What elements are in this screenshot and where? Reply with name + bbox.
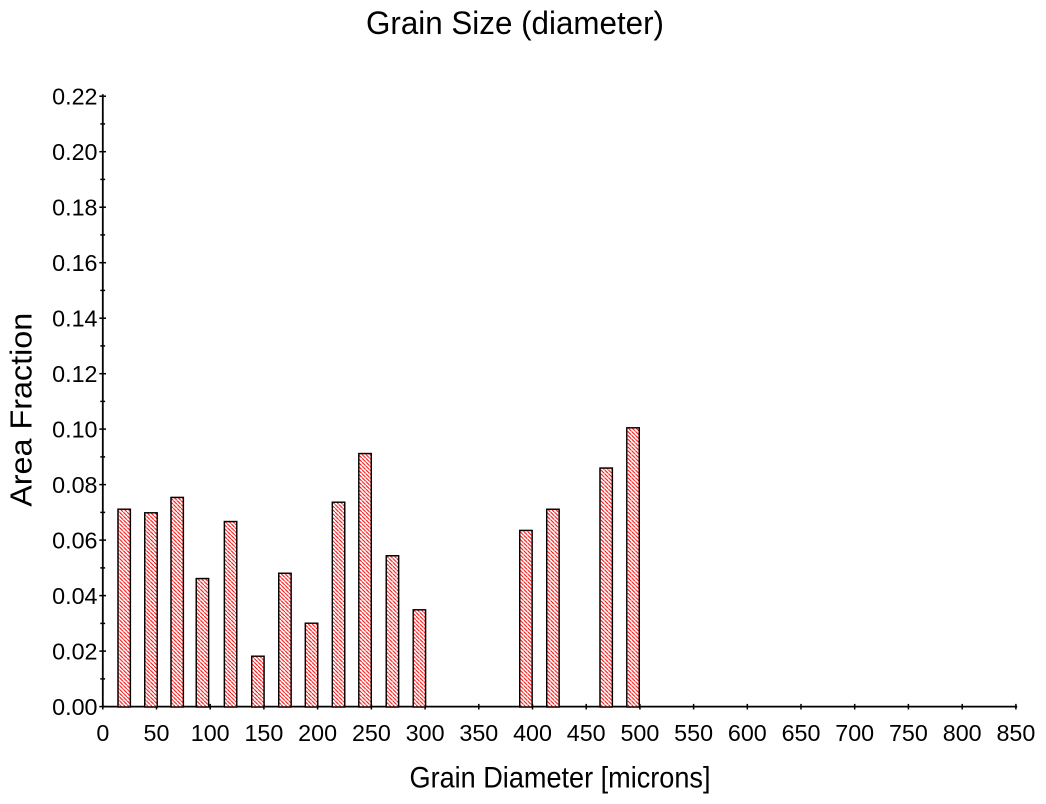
svg-text:50: 50 <box>144 720 170 746</box>
svg-text:0.00: 0.00 <box>52 694 97 720</box>
svg-text:0.06: 0.06 <box>52 527 97 553</box>
svg-text:500: 500 <box>620 720 659 746</box>
svg-text:Grain Diameter [microns]: Grain Diameter [microns] <box>410 762 711 795</box>
svg-text:200: 200 <box>298 720 337 746</box>
svg-text:600: 600 <box>728 720 767 746</box>
svg-text:0: 0 <box>96 720 109 746</box>
svg-text:Grain Size (diameter): Grain Size (diameter) <box>366 5 664 41</box>
svg-text:0.10: 0.10 <box>52 416 97 442</box>
svg-text:450: 450 <box>567 720 606 746</box>
svg-text:Area Fraction: Area Fraction <box>6 313 39 507</box>
svg-text:550: 550 <box>674 720 713 746</box>
svg-text:0.20: 0.20 <box>52 139 97 165</box>
svg-text:800: 800 <box>943 720 982 746</box>
svg-text:400: 400 <box>513 720 552 746</box>
svg-text:150: 150 <box>244 720 283 746</box>
svg-text:100: 100 <box>191 720 230 746</box>
svg-text:250: 250 <box>352 720 391 746</box>
svg-text:0.02: 0.02 <box>52 638 97 664</box>
svg-text:0.16: 0.16 <box>52 250 97 276</box>
svg-text:300: 300 <box>406 720 445 746</box>
svg-text:700: 700 <box>835 720 874 746</box>
svg-text:650: 650 <box>782 720 821 746</box>
svg-text:0.12: 0.12 <box>52 361 97 387</box>
svg-text:850: 850 <box>996 720 1035 746</box>
svg-text:750: 750 <box>889 720 928 746</box>
svg-text:0.08: 0.08 <box>52 472 97 498</box>
svg-text:0.18: 0.18 <box>52 195 97 221</box>
svg-text:0.04: 0.04 <box>52 583 97 609</box>
svg-text:0.14: 0.14 <box>52 306 97 332</box>
svg-text:0.22: 0.22 <box>52 84 97 110</box>
svg-text:350: 350 <box>459 720 498 746</box>
